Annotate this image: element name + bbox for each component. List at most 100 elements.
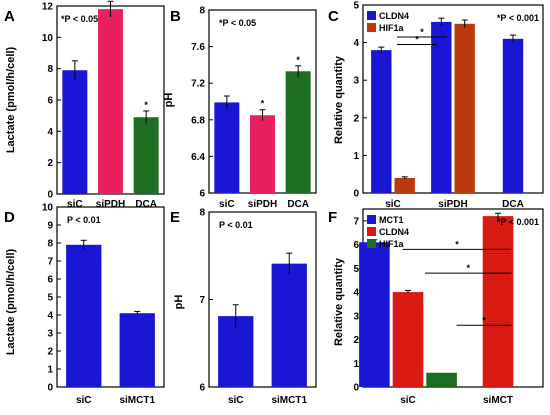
- bar: [133, 117, 159, 194]
- y-axis-label: Lactate (pmol/h/cell): [5, 46, 17, 153]
- legend-label-mct1: MCT1: [379, 215, 404, 225]
- bar-cldn4: [371, 50, 392, 194]
- significance-star: *: [144, 100, 148, 110]
- x-tick-label: siC: [385, 199, 401, 210]
- y-tick-label: 12: [42, 2, 54, 13]
- bar-cldn4: [392, 292, 424, 387]
- legend-label-cldn4: CLDN4: [379, 11, 409, 21]
- y-tick-label: 4: [47, 311, 53, 322]
- y-axis-label: pH: [163, 93, 175, 108]
- panel-b: 6 6.4 6.8 7.2 7.6 8 pH siC * siPDH * DCA *P < 0.05: [163, 6, 317, 210]
- x-tick-label: siMCT1: [271, 395, 307, 406]
- significance-star: *: [482, 315, 486, 325]
- x-tick-label: siPDH: [96, 199, 125, 210]
- y-tick-label: 8: [199, 208, 205, 219]
- y-axis-label: Relative quantity: [333, 55, 345, 144]
- bar-hif1a: [426, 372, 457, 387]
- x-tick-label: siC: [228, 395, 244, 406]
- panel-a: 0 2 4 6 8 10 12 Lactate (pmol/h/cell) siC * siPDH *…: [5, 0, 165, 210]
- legend-swatch-cldn4: [367, 11, 376, 20]
- legend-swatch-hif1a: [367, 23, 376, 32]
- x-tick-label: DCA: [287, 199, 309, 210]
- significance-star: *: [261, 99, 265, 109]
- x-tick-label: DCA: [502, 199, 524, 210]
- x-tick-label: siC: [219, 199, 235, 210]
- y-tick-label: 2: [47, 347, 53, 358]
- bar-mct1: [359, 242, 390, 387]
- y-tick-label: 9: [47, 221, 53, 232]
- legend-swatch-mct1: [367, 215, 376, 224]
- y-tick-label: 6: [199, 189, 205, 200]
- y-tick-label: 4: [47, 127, 53, 138]
- y-tick-label: 1: [353, 151, 359, 162]
- y-tick-label: 4: [353, 288, 359, 299]
- y-tick-label: 1: [47, 365, 53, 376]
- legend-label-hif1a: HIF1a: [379, 23, 405, 33]
- y-tick-label: 2: [353, 113, 359, 124]
- panel-f: 0 1 2 3 4 5 6 7 Relative quantity siC siMCT MCT1 CLD…: [333, 208, 544, 406]
- y-tick-label: 7: [47, 257, 53, 268]
- p-value-annotation: *P < 0.001: [497, 217, 539, 227]
- y-tick-label: 6: [47, 96, 53, 107]
- x-tick-label: siPDH: [248, 199, 277, 210]
- y-tick-label: 6: [199, 383, 205, 394]
- y-tick-label: 4: [353, 38, 359, 49]
- y-axis-label: Lactate (pmol/h/cell): [5, 248, 17, 355]
- x-tick-label: siC: [67, 199, 83, 210]
- panel-e: 6 7 8 pH siC siMCT1 P < 0.01: [173, 208, 317, 406]
- y-tick-label: 7.2: [191, 79, 205, 90]
- bar-cldn4: [431, 21, 452, 194]
- y-tick-label: 0: [353, 383, 359, 394]
- panel-label-b: B: [170, 8, 181, 25]
- significance-star: *: [455, 239, 459, 249]
- x-tick-label: siMCT1: [119, 395, 155, 406]
- y-tick-label: 10: [42, 33, 54, 44]
- p-value-annotation: P < 0.01: [67, 215, 101, 225]
- y-tick-label: 0: [47, 383, 53, 394]
- y-tick-label: 8: [47, 239, 53, 250]
- panel-c: 0 1 2 3 4 5 Relative quantity siC siPDH DCA CLDN4 H…: [333, 1, 544, 210]
- y-axis-label: Relative quantity: [333, 257, 345, 346]
- y-tick-label: 6: [353, 240, 359, 251]
- y-tick-label: 2: [47, 158, 53, 169]
- y-tick-label: 8: [199, 6, 205, 17]
- y-axis-label: pH: [173, 295, 185, 310]
- bar-hif1a: [454, 23, 475, 193]
- panel-label-c: C: [328, 8, 339, 25]
- p-value-annotation: *P < 0.05: [219, 18, 256, 28]
- x-tick-label: siC: [400, 395, 416, 406]
- bar: [250, 115, 275, 193]
- significance-star: *: [415, 34, 419, 44]
- x-tick-label: siMCT: [483, 395, 513, 406]
- y-tick-label: 6.8: [191, 115, 205, 126]
- bar: [214, 102, 240, 193]
- y-tick-label: 6: [47, 275, 53, 286]
- significance-star: *: [466, 263, 470, 273]
- bar: [271, 263, 307, 387]
- panel-label-f: F: [328, 209, 337, 226]
- y-tick-label: 2: [353, 335, 359, 346]
- panel-d: 0 1 2 3 4 5 6 7 8 9 10 Lactate (pmol/h/cell) siC siMC…: [5, 203, 165, 406]
- panel-label-e: E: [170, 209, 180, 226]
- significance-star: *: [420, 27, 424, 37]
- p-value-annotation: *P < 0.001: [497, 13, 539, 23]
- legend-label-cldn4: CLDN4: [379, 227, 409, 237]
- bar: [218, 316, 254, 387]
- y-tick-label: 1: [353, 359, 359, 370]
- y-tick-label: 7: [199, 295, 205, 306]
- y-tick-label: 10: [42, 203, 54, 214]
- bar: [62, 70, 88, 194]
- y-tick-label: 3: [353, 311, 359, 322]
- legend-swatch-hif1a: [367, 239, 376, 248]
- p-value-annotation: *P < 0.05: [61, 14, 98, 24]
- y-tick-label: 0: [47, 190, 53, 201]
- x-tick-label: siC: [76, 395, 92, 406]
- legend-label-hif1a: HIF1a: [379, 239, 405, 249]
- bar-cldn4: [482, 216, 514, 387]
- y-tick-label: 7: [353, 216, 359, 227]
- significance-star: *: [296, 55, 300, 65]
- y-tick-label: 7.6: [191, 42, 205, 53]
- y-tick-label: 5: [353, 264, 359, 275]
- bar: [98, 9, 123, 195]
